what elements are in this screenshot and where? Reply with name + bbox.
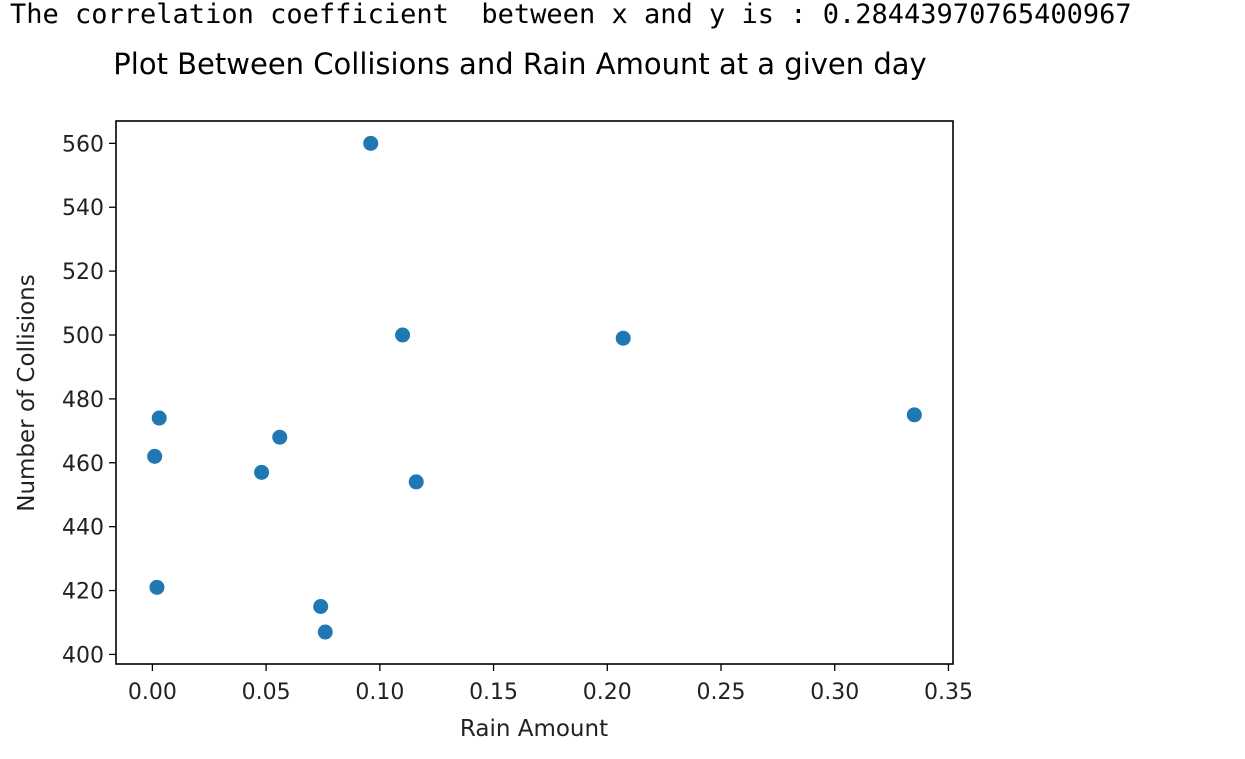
data-point: [317, 624, 333, 640]
y-axis: 400 420 440 460 480 500 520 540 560: [62, 132, 116, 668]
data-point: [272, 429, 288, 445]
y-axis-label: Number of Collisions: [14, 274, 40, 512]
x-tick-label: 0.00: [128, 680, 177, 705]
data-point: [149, 579, 165, 595]
y-tick-label: 400: [62, 643, 104, 668]
y-tick-label: 520: [62, 260, 104, 285]
x-tick-label: 0.30: [810, 680, 859, 705]
data-point: [395, 327, 411, 343]
data-point: [906, 407, 922, 423]
data-points: [147, 135, 922, 640]
output-text: The correlation coefficient between x an…: [10, 0, 1132, 30]
x-axis: 0.00 0.05 0.10 0.15 0.20 0.25 0.30 0.35: [128, 664, 973, 705]
y-tick-label: 440: [62, 516, 104, 541]
x-axis-label: Rain Amount: [460, 716, 608, 742]
chart-title: Plot Between Collisions and Rain Amount …: [113, 47, 926, 81]
y-tick-label: 420: [62, 580, 104, 605]
data-point: [363, 135, 379, 151]
x-tick-label: 0.35: [924, 680, 973, 705]
x-tick-label: 0.20: [583, 680, 632, 705]
data-point: [151, 410, 167, 426]
data-point: [147, 448, 163, 464]
y-tick-label: 560: [62, 132, 104, 157]
y-tick-label: 460: [62, 452, 104, 477]
y-tick-label: 480: [62, 388, 104, 413]
x-tick-label: 0.25: [697, 680, 746, 705]
data-point: [313, 599, 329, 615]
y-tick-label: 500: [62, 324, 104, 349]
data-point: [254, 464, 270, 480]
x-tick-label: 0.05: [242, 680, 291, 705]
data-point: [615, 330, 631, 346]
data-point: [408, 474, 424, 490]
x-tick-label: 0.15: [469, 680, 518, 705]
plot-frame: [115, 120, 954, 665]
x-tick-label: 0.10: [355, 680, 404, 705]
y-tick-label: 540: [62, 196, 104, 221]
plot-area: [115, 120, 954, 665]
